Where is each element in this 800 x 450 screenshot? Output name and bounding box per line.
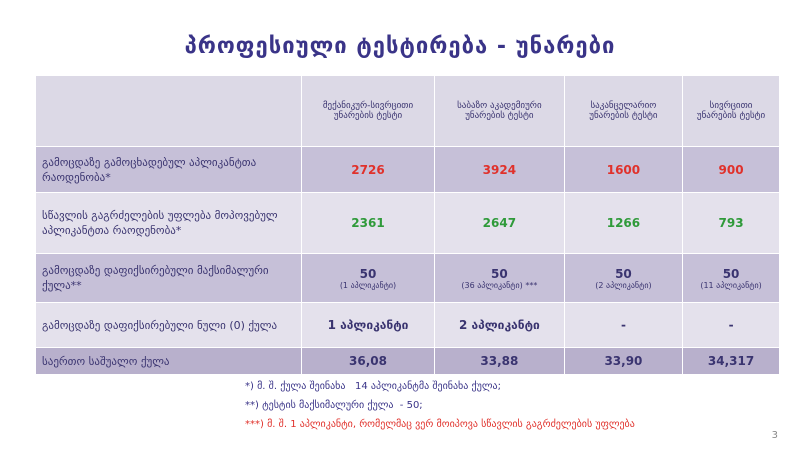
cell: -: [682, 302, 780, 348]
cell: 50 (11 აპლიკანტი): [682, 253, 780, 303]
column-header: მექანიკურ-სივრცითი უნარების ტესტი: [301, 75, 435, 147]
cell-note: (2 აპლიკანტი): [595, 280, 652, 290]
row-label: გამოცდაზე გამოცხადებულ აპლიკანტთა რაოდენ…: [35, 146, 302, 193]
cell-note: (1 აპლიკანტი): [339, 280, 397, 290]
table: მექანიკურ-სივრცითი უნარების ტესტი საბაზო …: [35, 75, 780, 375]
table-row: გამოცდაზე დაფიქსირებული მაქსიმალური ქულა…: [35, 253, 780, 303]
footnotes: *) მ. შ. ქულა შეინახა 14 აპლიკანტმა შეინ…: [245, 377, 635, 434]
cell: 1266: [563, 192, 684, 254]
cell-note: (36 აპლიკანტი) ***: [461, 280, 538, 290]
cell-value: 50: [491, 266, 508, 281]
cell: 50 (36 აპლიკანტი) ***: [433, 253, 565, 303]
table-row: გამოცდაზე გამოცხადებულ აპლიკანტთა რაოდენ…: [35, 146, 780, 193]
cell: 1 აპლიკანტი: [301, 302, 435, 348]
row-label: საერთო საშუალო ქულა: [35, 347, 302, 375]
cell: 2361: [301, 192, 435, 254]
table-row: გამოცდაზე დაფიქსირებული ნული (0) ქულა 1 ა…: [35, 302, 780, 348]
cell-note: (11 აპლიკანტი): [700, 280, 762, 290]
footnote: *) მ. შ. ქულა შეინახა 14 აპლიკანტმა შეინ…: [245, 381, 501, 392]
table-row: საერთო საშუალო ქულა 36,08 33,88 33,90 34,317: [35, 347, 780, 375]
cell: 33,88: [433, 347, 565, 375]
row-label: გამოცდაზე დაფიქსირებული მაქსიმალური ქულა…: [35, 253, 302, 303]
header-row: მექანიკურ-სივრცითი უნარების ტესტი საბაზო …: [35, 75, 780, 147]
cell: 1600: [563, 146, 684, 193]
cell: 36,08: [301, 347, 435, 375]
cell: -: [563, 302, 684, 348]
cell: 50 (1 აპლიკანტი): [301, 253, 435, 303]
cell-value: 50: [722, 266, 740, 281]
footnote: ***) მ. შ. 1 აპლიკანტი, რომელმაც ვერ მოი…: [245, 419, 635, 430]
cell-value: 50: [359, 266, 377, 281]
row-label: გამოცდაზე დაფიქსირებული ნული (0) ქულა: [35, 302, 302, 348]
footnote: **) ტესტის მაქსიმალური ქულა - 50;: [245, 400, 423, 411]
cell: 793: [682, 192, 780, 254]
page-number: 3: [771, 430, 778, 441]
table-row: სწავლის გაგრძელების უფლება მოპოვებულ აპლ…: [35, 192, 780, 254]
cell: 3924: [433, 146, 565, 193]
corner-cell: [35, 75, 302, 147]
cell: 34,317: [682, 347, 780, 375]
cell: 2726: [301, 146, 435, 193]
cell: 33,90: [563, 347, 684, 375]
row-label: სწავლის გაგრძელების უფლება მოპოვებულ აპლ…: [35, 192, 302, 254]
column-header: საბაზო აკადემიური უნარების ტესტი: [433, 75, 565, 147]
cell: 50 (2 აპლიკანტი): [563, 253, 684, 303]
column-header: სივრცითი უნარების ტესტი: [682, 75, 780, 147]
cell: 2 აპლიკანტი: [433, 302, 565, 348]
cell: 2647: [433, 192, 565, 254]
column-header: საკანცელარიო უნარების ტესტი: [563, 75, 684, 147]
cell-value: 50: [615, 266, 632, 281]
title: პროფესიული ტესტირება - უნარები: [184, 34, 616, 59]
cell: 900: [682, 146, 780, 193]
